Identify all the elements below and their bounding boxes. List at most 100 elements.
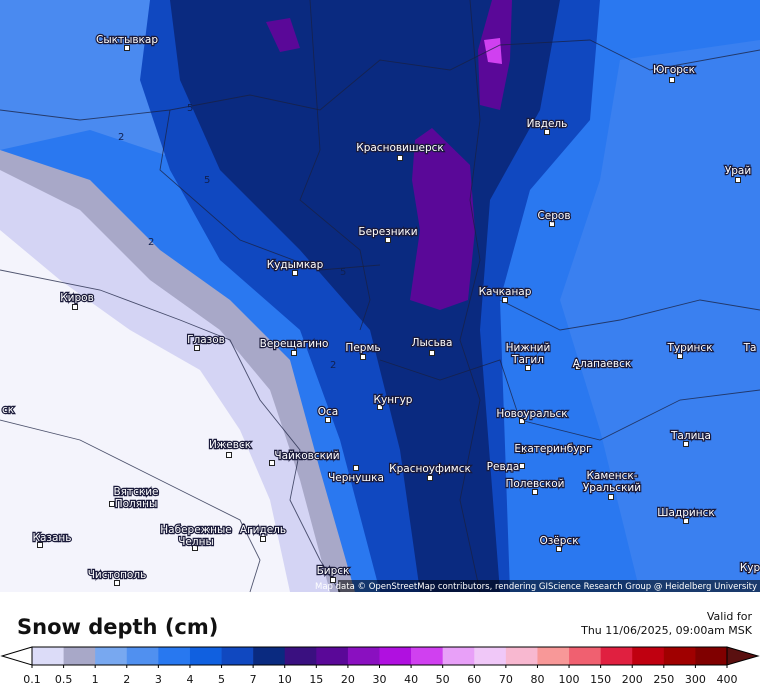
- colorbar-under: [0, 646, 33, 666]
- place-label: Оса: [318, 406, 338, 418]
- colorbar-tick-label: 20: [341, 673, 355, 686]
- colorbar-swatch: [442, 647, 475, 665]
- place-dot: [544, 129, 550, 135]
- place-label: Ижевск: [209, 439, 251, 451]
- colorbar-over: [726, 646, 760, 666]
- colorbar-tick-label: 4: [186, 673, 193, 686]
- legend-title: Snow depth (cm): [17, 615, 218, 639]
- colorbar-swatch: [158, 647, 191, 665]
- place-dot: [429, 350, 435, 356]
- attribution: Map data © OpenStreetMap contributors, r…: [315, 582, 757, 592]
- colorbar-tick-label: 150: [590, 673, 611, 686]
- colorbar-swatch: [663, 647, 696, 665]
- contour-label: 2: [118, 132, 124, 143]
- place-dot: [291, 350, 297, 356]
- colorbar-swatch: [569, 647, 601, 665]
- place-label: Киров: [60, 292, 94, 304]
- colorbar-swatch: [95, 647, 128, 665]
- place-dot: [330, 577, 336, 583]
- colorbar-tick-label: 0.5: [55, 673, 73, 686]
- place-dot: [677, 353, 683, 359]
- place-dot: [556, 546, 562, 552]
- colorbar-tick-label: 10: [278, 673, 292, 686]
- place-dot: [114, 580, 120, 586]
- map-navy: [170, 0, 560, 592]
- colorbar-tick-label: 70: [499, 673, 513, 686]
- contour-label: 5: [340, 267, 346, 278]
- colorbar-swatch: [537, 647, 570, 665]
- place-dot: [427, 475, 433, 481]
- place-label: Каменск-: [586, 470, 637, 482]
- place-label: Озёрск: [539, 535, 578, 547]
- place-dot: [397, 155, 403, 161]
- contour-label: 2: [330, 360, 336, 371]
- place-label: Екатеринбург: [514, 443, 591, 455]
- place-label: Чайковский: [274, 450, 339, 462]
- place-label: Чернушка: [328, 472, 384, 484]
- place-dot: [377, 404, 383, 410]
- place-label: Кудымкар: [267, 259, 324, 271]
- colorbar-tick-label: 300: [685, 673, 706, 686]
- colorbar-swatch: [32, 647, 64, 665]
- contour-label: 2: [148, 237, 154, 248]
- colorbar-swatch: [411, 647, 443, 665]
- place-label: Бирск: [317, 565, 350, 577]
- place-label: Уральский: [583, 482, 641, 494]
- colorbar-tick-label: 1: [92, 673, 99, 686]
- place-dot: [192, 545, 198, 551]
- place-dot: [608, 494, 614, 500]
- map-white: [0, 230, 290, 592]
- boundary: [159, 109, 381, 271]
- colorbar-tick-label: 40: [404, 673, 418, 686]
- colorbar-tick-label: 3: [155, 673, 162, 686]
- place-dot: [735, 177, 741, 183]
- boundary: [0, 269, 341, 593]
- colorbar-tick-label: 100: [559, 673, 580, 686]
- colorbar-tick-label: 200: [622, 673, 643, 686]
- place-label: Челны: [178, 536, 214, 548]
- place-label: Кур: [740, 562, 760, 574]
- place-dot: [325, 417, 331, 423]
- place-dot: [683, 441, 689, 447]
- place-label: Серов: [537, 210, 570, 222]
- place-dot: [353, 465, 359, 471]
- attribution-bg: [338, 580, 760, 592]
- colorbar-tick-label: 2: [123, 673, 130, 686]
- place-dot: [260, 536, 266, 542]
- colorbar-tick-label: 7: [250, 673, 257, 686]
- place-dot: [109, 501, 115, 507]
- place-dot: [575, 364, 581, 370]
- valid-label: Valid for: [707, 610, 753, 623]
- valid-time: Thu 11/06/2025, 09:00am MSK: [580, 624, 753, 637]
- place-label: Та: [743, 342, 757, 354]
- place-label: Нижний: [506, 342, 551, 354]
- place-dot: [292, 270, 298, 276]
- place-label: Пермь: [345, 342, 380, 354]
- place-label: Туринск: [666, 342, 712, 354]
- place-dot: [520, 448, 526, 454]
- colorbar-swatch: [126, 647, 159, 665]
- place-label: ск: [2, 404, 14, 416]
- place-label: Новоуральск: [496, 408, 567, 420]
- colorbar-tick-label: 15: [309, 673, 323, 686]
- place-dot: [360, 354, 366, 360]
- colorbar-swatch: [379, 647, 412, 665]
- boundary: [299, 0, 371, 331]
- colorbar-tick-label: 400: [717, 673, 738, 686]
- colorbar-tick-label: 250: [653, 673, 674, 686]
- place-dot: [519, 463, 525, 469]
- colorbar-swatch: [474, 647, 507, 665]
- place-label: Ивдель: [527, 118, 568, 130]
- map: Сыктывкар Югорск Ивдель Красновишерск Урай Се…: [0, 0, 760, 593]
- place-dot: [194, 345, 200, 351]
- place-dot: [226, 452, 232, 458]
- map-purple: [410, 128, 475, 310]
- place-dot: [269, 460, 275, 466]
- colorbar-tick-label: 50: [436, 673, 450, 686]
- boundary: [499, 299, 760, 331]
- contour-label: 5: [187, 103, 193, 114]
- colorbar-tick-label: 0.1: [23, 673, 41, 686]
- place-dot: [502, 297, 508, 303]
- place-dot: [532, 489, 538, 495]
- colorbar-tick-label: 80: [530, 673, 544, 686]
